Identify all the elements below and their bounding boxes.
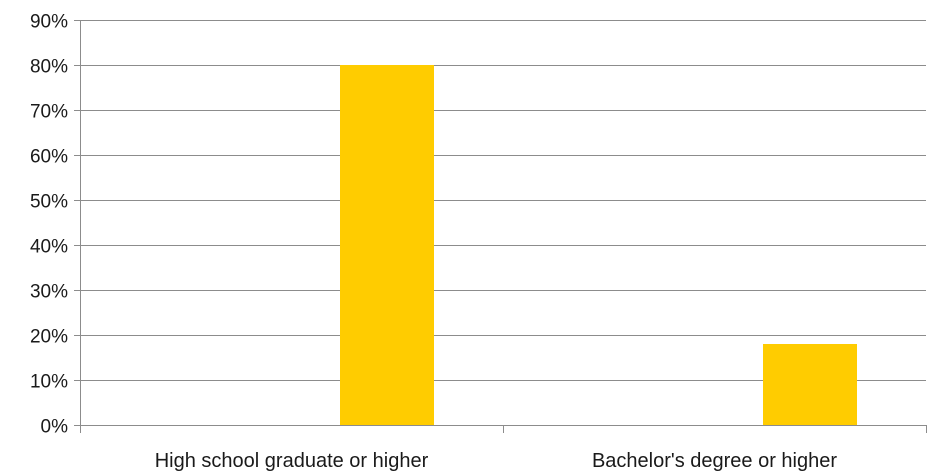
gridlines: [80, 20, 926, 381]
x-tick-label: Bachelor's degree or higher: [592, 450, 837, 472]
y-tick-labels: 0% 10% 20% 30% 40% 50% 60% 70% 80% 90%: [30, 12, 68, 438]
y-tick-label: 20%: [30, 327, 68, 348]
bar-1: [340, 65, 434, 425]
bar-2: [763, 344, 857, 425]
y-tick-label: 40%: [30, 237, 68, 258]
bars: [340, 65, 857, 425]
x-tick-labels: High school graduate or higher Bachelor's…: [155, 450, 838, 472]
y-tick-label: 30%: [30, 282, 68, 303]
y-tick-label: 90%: [30, 12, 68, 33]
y-tick-label: 60%: [30, 147, 68, 168]
axes: [74, 20, 927, 433]
y-tick-label: 10%: [30, 372, 68, 393]
y-tick-label: 0%: [41, 417, 69, 438]
y-tick-label: 70%: [30, 102, 68, 123]
y-tick-label: 50%: [30, 192, 68, 213]
y-tick-label: 80%: [30, 57, 68, 78]
x-tick-label: High school graduate or higher: [155, 450, 429, 472]
